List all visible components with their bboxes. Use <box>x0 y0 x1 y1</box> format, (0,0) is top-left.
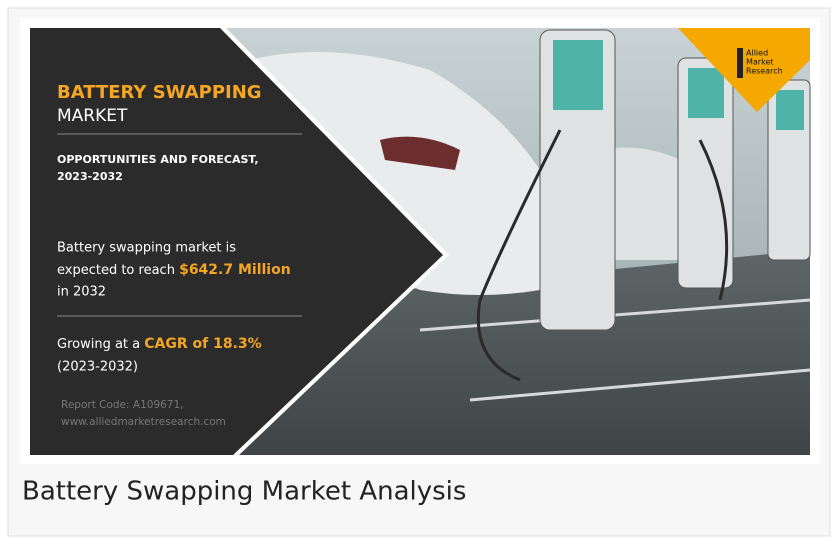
charger <box>678 58 733 288</box>
stat-text: expected to reach <box>57 263 175 278</box>
stat-value: $642.7 Million <box>179 262 291 278</box>
stat-text: in 2032 <box>57 285 106 300</box>
logo-text: Market <box>746 58 774 67</box>
stat-text: Growing at a <box>57 337 140 352</box>
stat-value: CAGR of 18.3% <box>144 336 261 352</box>
logo-text: Allied <box>746 49 768 58</box>
stat-text: Growing at a CAGR of 18.3% <box>57 336 262 352</box>
stat-text: expected to reach $642.7 Million <box>57 262 291 278</box>
stat-text: Battery swapping market is <box>57 241 236 256</box>
stat-text: (2023-2032) <box>57 360 138 375</box>
charger <box>768 80 810 260</box>
charger <box>540 30 615 330</box>
banner-title: BATTERY SWAPPING <box>57 82 262 103</box>
banner-title: MARKET <box>57 106 128 126</box>
page: Allied Market Research BATTERY SWAPPING … <box>0 0 838 544</box>
report-code: Report Code: A109671, <box>61 399 184 411</box>
website: www.alliedmarketresearch.com <box>61 416 226 428</box>
caption: Battery Swapping Market Analysis <box>22 477 466 507</box>
figure: Allied Market Research BATTERY SWAPPING … <box>0 0 838 544</box>
subtitle: OPPORTUNITIES AND FORECAST, <box>57 153 259 166</box>
logo-icon <box>737 48 743 78</box>
subtitle: 2023-2032 <box>57 170 123 183</box>
logo-text: Research <box>746 67 783 76</box>
